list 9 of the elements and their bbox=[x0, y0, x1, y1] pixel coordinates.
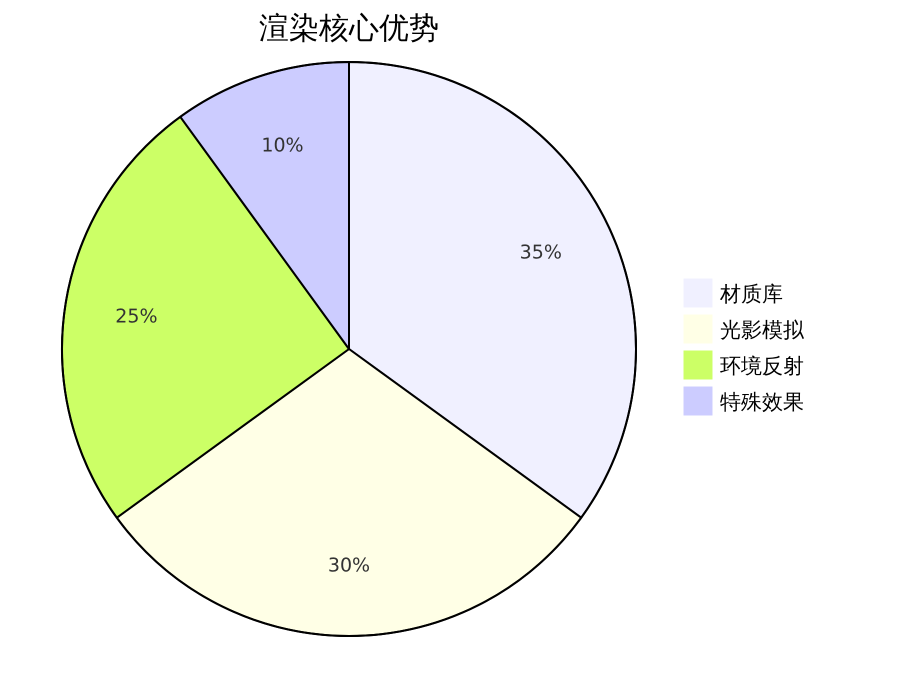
data-label: 10% bbox=[261, 134, 304, 156]
data-label: 25% bbox=[115, 305, 158, 328]
slice-label: 材质库 bbox=[719, 282, 783, 306]
legend-label: 环境反射 bbox=[720, 354, 804, 378]
data-label: 30% bbox=[328, 554, 370, 576]
data-label: 35% bbox=[520, 241, 562, 264]
legend-label: 光影模拟 bbox=[720, 318, 805, 342]
legend-label: 特殊效果 bbox=[720, 390, 804, 414]
chart-title: 渲染核心优势 bbox=[259, 11, 439, 46]
